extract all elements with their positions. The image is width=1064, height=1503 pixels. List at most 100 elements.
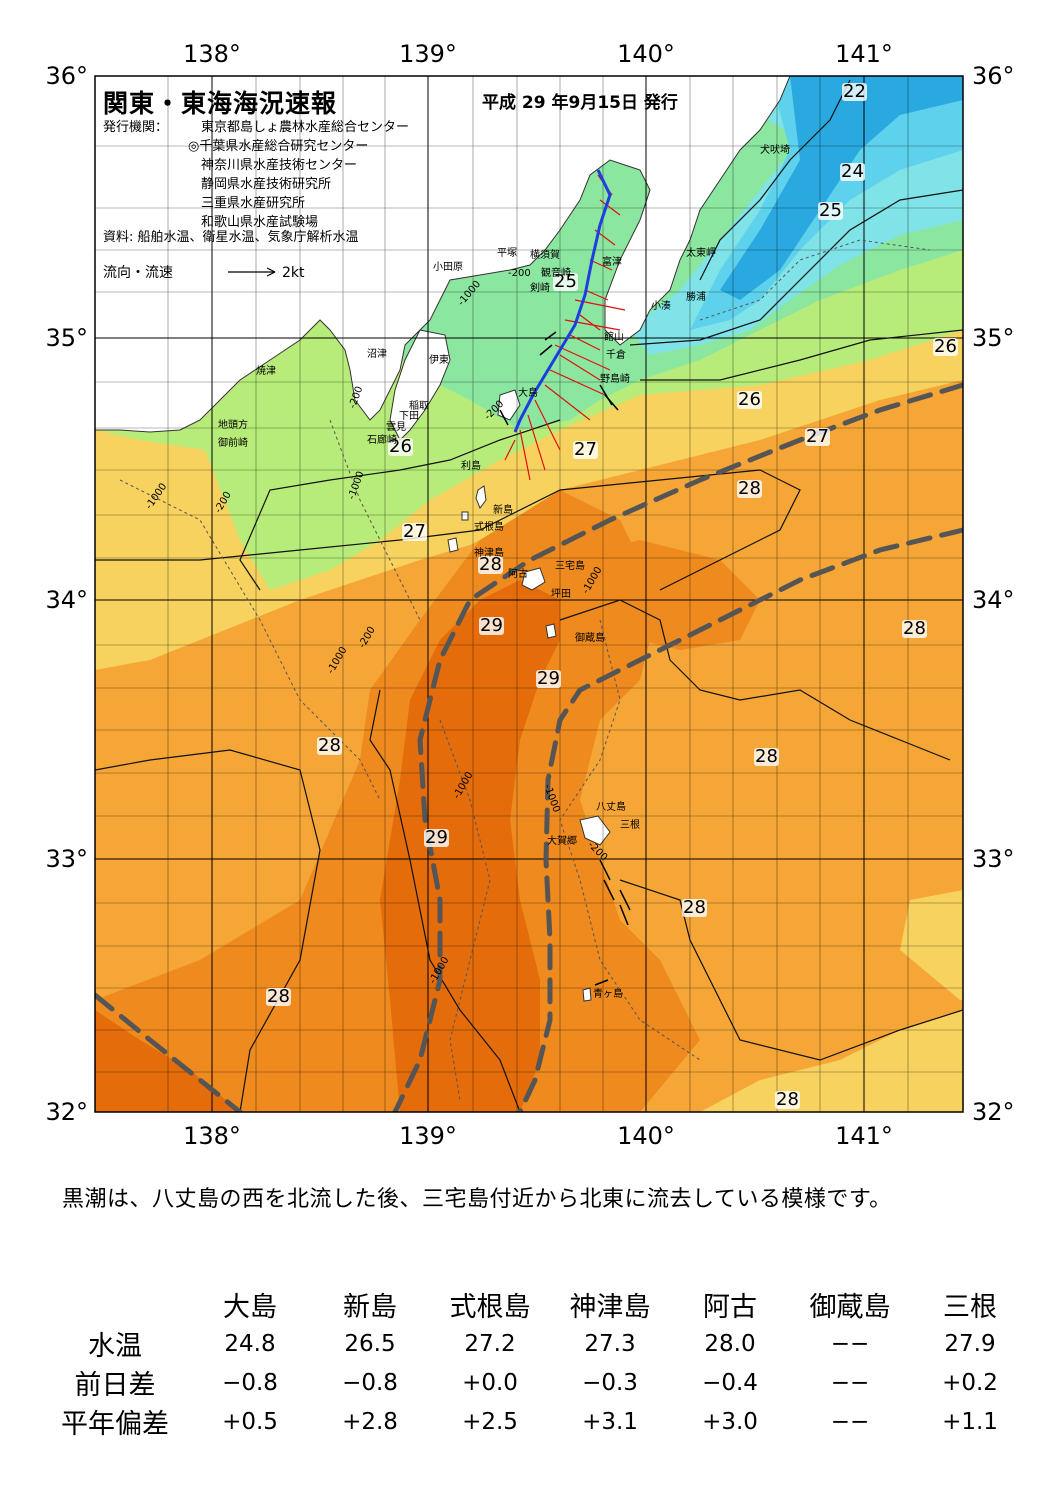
sst-30-zone-sw bbox=[95, 1010, 240, 1112]
place-label: 小湊 bbox=[651, 301, 671, 312]
table-cell: +0.0 bbox=[462, 1369, 518, 1396]
table-cell: −0.4 bbox=[702, 1369, 758, 1396]
isotherm-label: 25 bbox=[553, 271, 578, 292]
table-cell: −0.8 bbox=[342, 1369, 398, 1396]
place-label: 太東岬 bbox=[686, 248, 716, 259]
table-cell: 24.8 bbox=[224, 1330, 276, 1357]
table-cell: 27.2 bbox=[464, 1330, 516, 1357]
sea-temperature-map bbox=[94, 75, 964, 1113]
isotherm-label: 28 bbox=[266, 986, 291, 1007]
place-label: 焼津 bbox=[256, 366, 276, 377]
place-label: 阿古 bbox=[508, 569, 528, 580]
place-label: 八丈島 bbox=[596, 802, 626, 813]
place-label: 御前崎 bbox=[218, 438, 248, 449]
table-cell: +3.0 bbox=[702, 1408, 758, 1435]
place-label: 三宅島 bbox=[555, 561, 585, 572]
table-cell: 28.0 bbox=[704, 1330, 756, 1357]
issuer: 静岡県水産技術研究所 bbox=[201, 177, 332, 192]
place-label: 犬吠埼 bbox=[760, 145, 790, 156]
place-label: 横須賀 bbox=[530, 250, 560, 261]
place-label: 伊東 bbox=[429, 355, 449, 366]
place-label: 平塚 bbox=[497, 248, 517, 259]
table-cell: −− bbox=[830, 1408, 870, 1435]
table-cell: −− bbox=[830, 1330, 870, 1357]
place-label: 神津島 bbox=[474, 548, 504, 559]
ship-track bbox=[513, 169, 612, 433]
table-cell: 27.9 bbox=[944, 1330, 996, 1357]
map-frame bbox=[94, 75, 964, 1113]
lat-label-33-right: 33° bbox=[972, 845, 1015, 873]
isotherm-label: 25 bbox=[818, 200, 843, 221]
place-label: 坪田 bbox=[551, 589, 571, 600]
table-corner bbox=[40, 1285, 190, 1324]
lat-label-36-right: 36° bbox=[972, 62, 1015, 90]
issuers-label: 発行機関： bbox=[103, 120, 169, 135]
issue-date: 平成 29 年9月15日 発行 bbox=[482, 93, 678, 113]
isotherm-label: 28 bbox=[478, 554, 503, 575]
isotherm-lines bbox=[95, 79, 963, 1112]
column-header: 大島 bbox=[223, 1292, 277, 1323]
table-cell: 27.3 bbox=[584, 1330, 636, 1357]
lat-label-34: 34° bbox=[45, 586, 88, 614]
table-cell: +0.2 bbox=[942, 1369, 998, 1396]
table-row: 水温 24.8 26.5 27.2 27.3 28.0 −− 27.9 bbox=[40, 1324, 1030, 1363]
table-row: 前日差 −0.8 −0.8 +0.0 −0.3 −0.4 −− +0.2 bbox=[40, 1363, 1030, 1402]
map-title: 関東・東海海況速報 bbox=[103, 89, 338, 118]
issuer: 三重県水産研究所 bbox=[201, 196, 306, 211]
lon-label-139: 139° bbox=[399, 40, 457, 68]
lat-label-33: 33° bbox=[45, 845, 88, 873]
place-label: 千倉 bbox=[606, 350, 626, 361]
place-label: 富津 bbox=[602, 257, 622, 268]
place-label: 大島 bbox=[518, 388, 538, 399]
place-label: 観音崎 bbox=[541, 268, 571, 279]
place-label: 利島 bbox=[461, 461, 481, 472]
lon-label-139-bottom: 139° bbox=[399, 1122, 457, 1150]
table-header-row: 大島 新島 式根島 神津島 阿古 御蔵島 三根 bbox=[40, 1285, 1030, 1324]
isotherm-label: 28 bbox=[317, 735, 342, 756]
place-label: 剣崎 bbox=[530, 283, 550, 294]
water-temperature-table: 大島 新島 式根島 神津島 阿古 御蔵島 三根 水温 24.8 26.5 27.… bbox=[40, 1285, 1030, 1441]
place-label: 三根 bbox=[620, 820, 640, 831]
table-cell: −0.8 bbox=[222, 1369, 278, 1396]
place-label: 青ヶ島 bbox=[593, 989, 623, 1000]
issuer: ◎千葉県水産総合研究センター bbox=[188, 139, 369, 154]
lon-label-141-bottom: 141° bbox=[835, 1122, 893, 1150]
lat-label-32: 32° bbox=[45, 1098, 88, 1126]
table-cell: −0.3 bbox=[582, 1369, 638, 1396]
legend-label: 流向・流速 bbox=[103, 265, 173, 281]
issuer: 東京都島しょ農林水産総合センター bbox=[201, 120, 410, 135]
table-cell: +0.5 bbox=[222, 1408, 278, 1435]
sst-27-zone-s bbox=[700, 1010, 963, 1112]
place-label: 沼津 bbox=[367, 349, 387, 360]
sst-22-zone bbox=[720, 76, 963, 300]
isotherm-label: 28 bbox=[902, 618, 927, 639]
kuroshio-axis bbox=[95, 382, 963, 1112]
legend-arrow bbox=[228, 267, 276, 277]
observed-current-arrows bbox=[499, 331, 631, 986]
place-label: 小田原 bbox=[433, 262, 463, 273]
major-grid bbox=[95, 76, 963, 1112]
table-cell: +2.8 bbox=[342, 1408, 398, 1435]
isotherm-label: 26 bbox=[933, 336, 958, 357]
isotherm-label: 29 bbox=[479, 615, 504, 636]
isotherm-label: 29 bbox=[536, 668, 561, 689]
isotherm-label: 28 bbox=[775, 1089, 800, 1110]
isotherm-label: 28 bbox=[682, 897, 707, 918]
summary-text: 黒潮は、八丈島の西を北流した後、三宅島付近から北東に流去している模様です。 bbox=[62, 1187, 892, 1212]
lat-label-35: 35° bbox=[45, 324, 88, 352]
isotherm-label: 29 bbox=[424, 827, 449, 848]
legend-scale: 2kt bbox=[282, 265, 305, 281]
issuer: 神奈川県水産技術センター bbox=[201, 158, 358, 173]
lon-label-140: 140° bbox=[617, 40, 675, 68]
column-header: 三根 bbox=[943, 1292, 997, 1323]
lon-label-140-bottom: 140° bbox=[617, 1122, 675, 1150]
column-header: 式根島 bbox=[449, 1292, 531, 1323]
row-header: 水温 bbox=[88, 1331, 142, 1362]
issuers-list: 東京都島しょ農林水産総合センター ◎千葉県水産総合研究センター 神奈川県水産技術… bbox=[188, 118, 409, 232]
depth-label: -200 bbox=[508, 268, 531, 279]
isotherm-label: 28 bbox=[754, 746, 779, 767]
lon-label-138-bottom: 138° bbox=[183, 1122, 241, 1150]
row-header: 前日差 bbox=[74, 1370, 156, 1401]
isotherm-label: 24 bbox=[840, 161, 865, 182]
current-vectors bbox=[504, 174, 626, 481]
